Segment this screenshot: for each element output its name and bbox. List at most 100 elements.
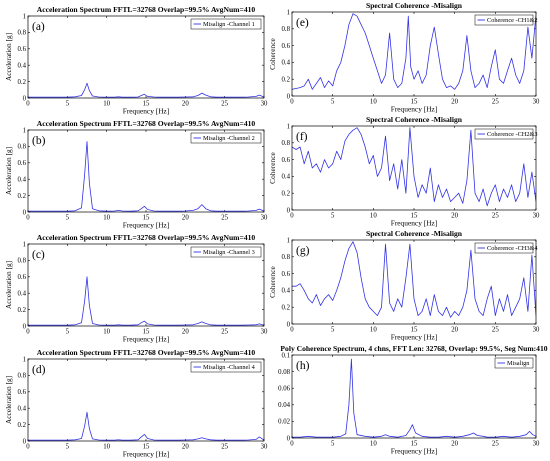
panel-label: (e) [296,17,309,29]
legend-entry: Coherence -CH2&3 [487,131,538,138]
x-tick-label: 10 [103,101,110,108]
y-tick-label: 0.6 [282,271,291,278]
legend: Misalign -Channel 3 [190,246,262,258]
y-tick-label: 0 [23,209,27,216]
panel-label: (c) [32,249,45,261]
x-tick-label: 5 [66,101,70,108]
x-tick-label: 30 [533,213,540,220]
legend: Coherence -CH3&4 [474,242,538,254]
y-axis-label: Acceleration [g] [4,376,13,424]
x-axis-label: Frequency [Hz] [391,105,438,114]
y-tick-label: 0.2 [18,79,27,86]
series-line [292,13,536,90]
legend: Coherence -CH1&2 [474,14,538,26]
x-tick-label: 15 [143,329,150,336]
x-tick-label: 30 [261,329,268,336]
y-tick-label: 1 [287,237,290,244]
y-tick-label: 0 [23,438,27,445]
y-tick-label: 0.2 [18,307,27,314]
y-tick-label: 0 [287,435,291,442]
y-axis-label: Acceleration [g] [4,147,13,195]
y-tick-label: 0 [287,321,291,328]
x-axis-label: Frequency [Hz] [123,335,170,344]
x-tick-label: 0 [290,99,294,106]
x-tick-label: 30 [261,101,268,108]
y-tick-label: 0.6 [18,160,27,167]
x-tick-label: 5 [66,215,70,222]
chart-title: Poly Coherence Spectrum, 4 chns, FFT Len… [280,344,547,353]
y-tick-label: 1 [23,241,26,248]
legend: Misalign -Channel 4 [190,361,262,373]
plot-area [28,130,264,212]
x-tick-label: 25 [492,213,499,220]
legend-entry: Misalign -Channel 1 [203,21,255,28]
plot-area [28,16,264,98]
y-tick-label: 0.4 [18,177,27,184]
y-tick-label: 1 [23,13,26,20]
y-tick-label: 0.2 [18,193,27,200]
x-axis-label: Frequency [Hz] [391,333,438,342]
x-tick-label: 20 [451,99,458,106]
x-tick-label: 25 [221,329,228,336]
series-line [28,411,264,441]
x-tick-label: 15 [143,101,150,108]
series-line [28,276,264,326]
x-tick-label: 20 [182,215,189,222]
plot-area [292,12,536,96]
x-tick-label: 20 [182,101,189,108]
x-axis-label: Frequency [Hz] [391,447,438,456]
legend-box [190,132,262,144]
x-tick-label: 15 [411,441,418,448]
x-tick-label: 25 [221,444,228,451]
x-tick-label: 20 [182,444,189,451]
legend-box [494,357,534,369]
x-tick-label: 15 [411,327,418,334]
legend-entry: Coherence -CH1&2 [487,17,538,24]
x-axis-label: Frequency [Hz] [123,107,170,116]
plot-area [292,240,536,324]
x-tick-label: 5 [331,99,335,106]
y-tick-label: 0.2 [282,191,291,198]
x-tick-label: 5 [331,213,335,220]
y-tick-label: 0.8 [18,373,27,380]
panel-label: (b) [32,135,46,147]
y-tick-label: 0.06 [278,386,290,393]
legend: Coherence -CH2&3 [474,128,538,140]
x-tick-label: 30 [533,327,540,334]
axes-frame [27,15,265,99]
x-tick-label: 0 [26,444,30,451]
x-tick-label: 30 [261,444,268,451]
series-line [28,141,264,212]
y-tick-label: 0.2 [18,422,27,429]
y-tick-label: 0.6 [18,274,27,281]
y-tick-label: 0 [23,323,27,330]
y-tick-label: 0.08 [278,369,290,376]
x-tick-label: 5 [331,327,335,334]
series-line [292,241,536,318]
y-tick-label: 0.4 [282,60,291,67]
y-tick-label: 1 [23,127,26,134]
legend-box [190,361,262,373]
axes-frame [27,129,265,213]
y-tick-label: 0.8 [18,30,27,37]
x-tick-label: 25 [492,441,499,448]
legend-box [474,14,534,26]
plot-area [28,359,264,441]
x-tick-label: 10 [370,327,377,334]
panel-label: (d) [32,364,46,376]
legend-entry: Coherence -CH3&4 [487,245,538,252]
x-axis-label: Frequency [Hz] [123,450,170,459]
chart-title: Spectral Coherence -Misalign [366,1,463,10]
x-tick-label: 20 [451,441,458,448]
x-tick-label: 10 [103,444,110,451]
legend-box [474,128,534,140]
x-tick-label: 25 [221,215,228,222]
y-axis-label: Coherence [268,37,277,69]
legend-entry: Misalign -Channel 2 [203,135,255,142]
x-tick-label: 5 [66,444,70,451]
legend: Misalign [494,357,534,369]
y-tick-label: 0.8 [282,254,291,261]
series-line [28,82,264,98]
x-axis-label: Frequency [Hz] [123,221,170,230]
